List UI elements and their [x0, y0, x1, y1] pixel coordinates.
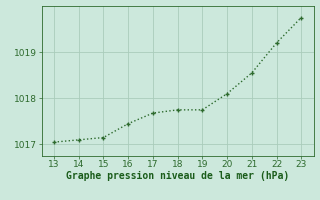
X-axis label: Graphe pression niveau de la mer (hPa): Graphe pression niveau de la mer (hPa) — [66, 171, 289, 181]
